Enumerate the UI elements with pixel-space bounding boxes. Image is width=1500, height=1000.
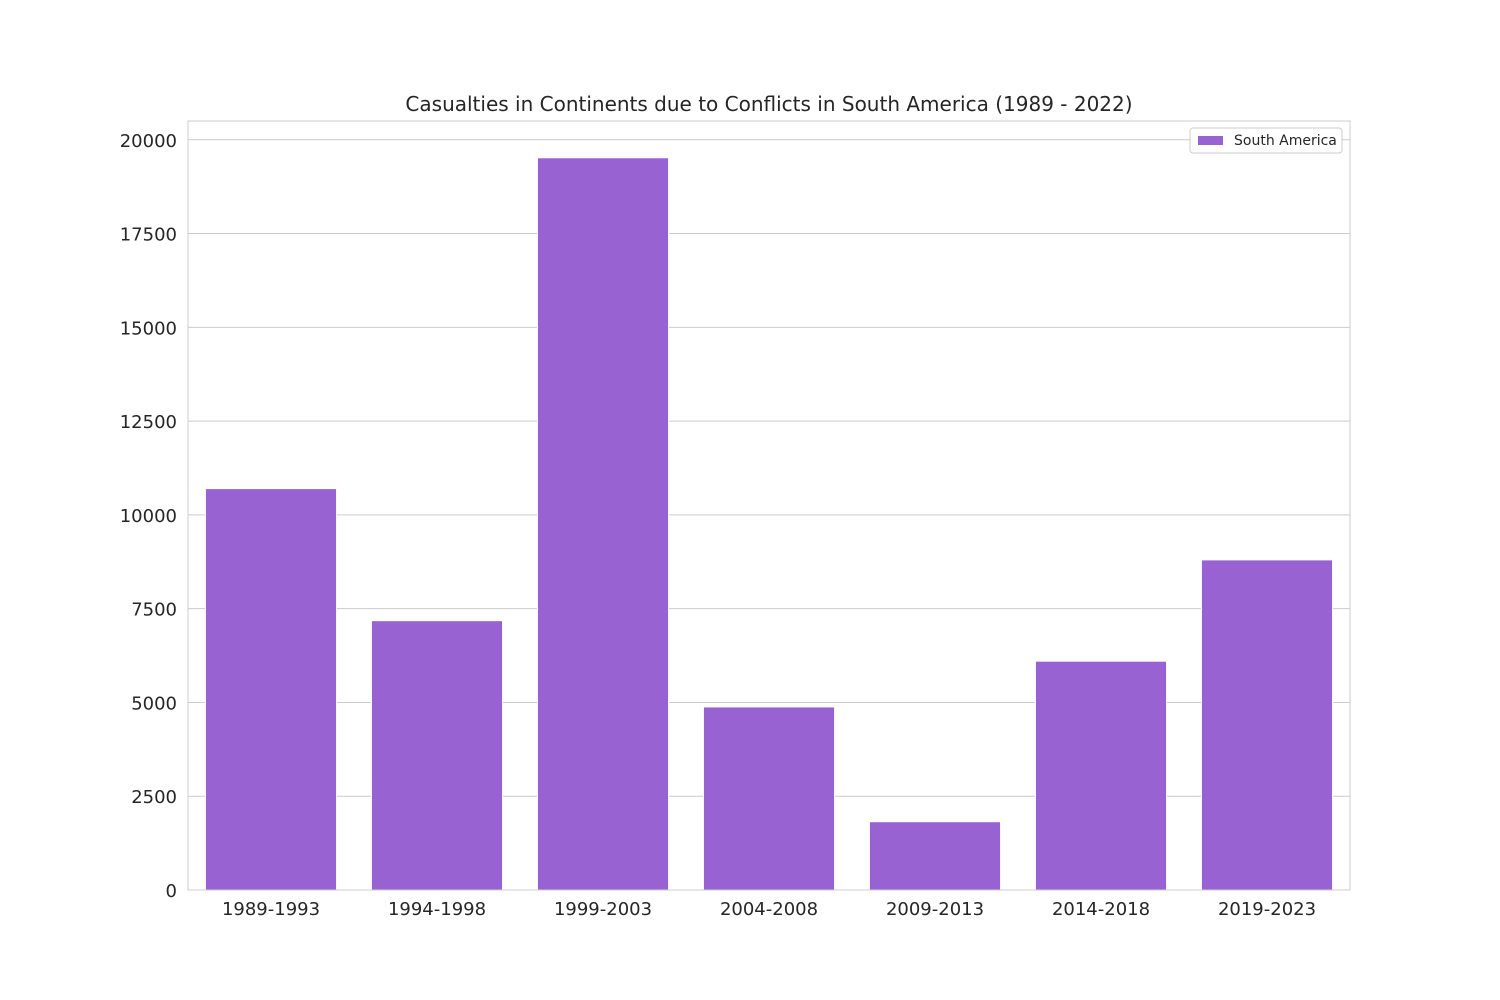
x-axis-ticks: 1989-1993 1994-1998 1999-2003 2004-2008 2009…: [222, 899, 1316, 920]
legend: South America: [1189, 127, 1343, 154]
x-tick-label: 2004-2008: [720, 899, 818, 920]
legend-swatch: [1198, 136, 1223, 145]
bar-1999-2003: [536, 157, 670, 891]
y-axis-ticks: 0 2500 5000 7500 10000 12500 15000 17500 20000: [120, 131, 177, 902]
legend-box: [1189, 127, 1343, 154]
x-tick-label: 1994-1998: [388, 899, 486, 920]
x-tick-label: 2019-2023: [1218, 899, 1316, 920]
x-tick-label: 2009-2013: [886, 899, 984, 920]
y-tick-label: 2500: [131, 787, 177, 808]
y-tick-label: 20000: [120, 131, 177, 152]
y-tick-label: 17500: [120, 225, 177, 246]
bar-1989-1993: [204, 488, 338, 891]
y-tick-label: 7500: [131, 600, 177, 621]
bar-2014-2018: [1034, 660, 1168, 891]
x-tick-label: 1989-1993: [222, 899, 320, 920]
x-tick-label: 2014-2018: [1052, 899, 1150, 920]
chart-title: Casualties in Continents due to Conflict…: [405, 92, 1132, 116]
y-tick-label: 0: [166, 881, 177, 902]
legend-label: South America: [1234, 133, 1337, 149]
y-tick-label: 15000: [120, 318, 177, 339]
bar-1994-1998: [370, 620, 504, 891]
bar-2004-2008: [702, 706, 836, 891]
y-tick-label: 5000: [131, 693, 177, 714]
x-tick-label: 1999-2003: [554, 899, 652, 920]
bars: [204, 157, 1334, 891]
y-tick-label: 10000: [120, 506, 177, 527]
y-tick-label: 12500: [120, 412, 177, 433]
bar-2019-2023: [1200, 559, 1334, 891]
bar-2009-2013: [868, 821, 1002, 891]
plot-frame: [187, 120, 1351, 891]
